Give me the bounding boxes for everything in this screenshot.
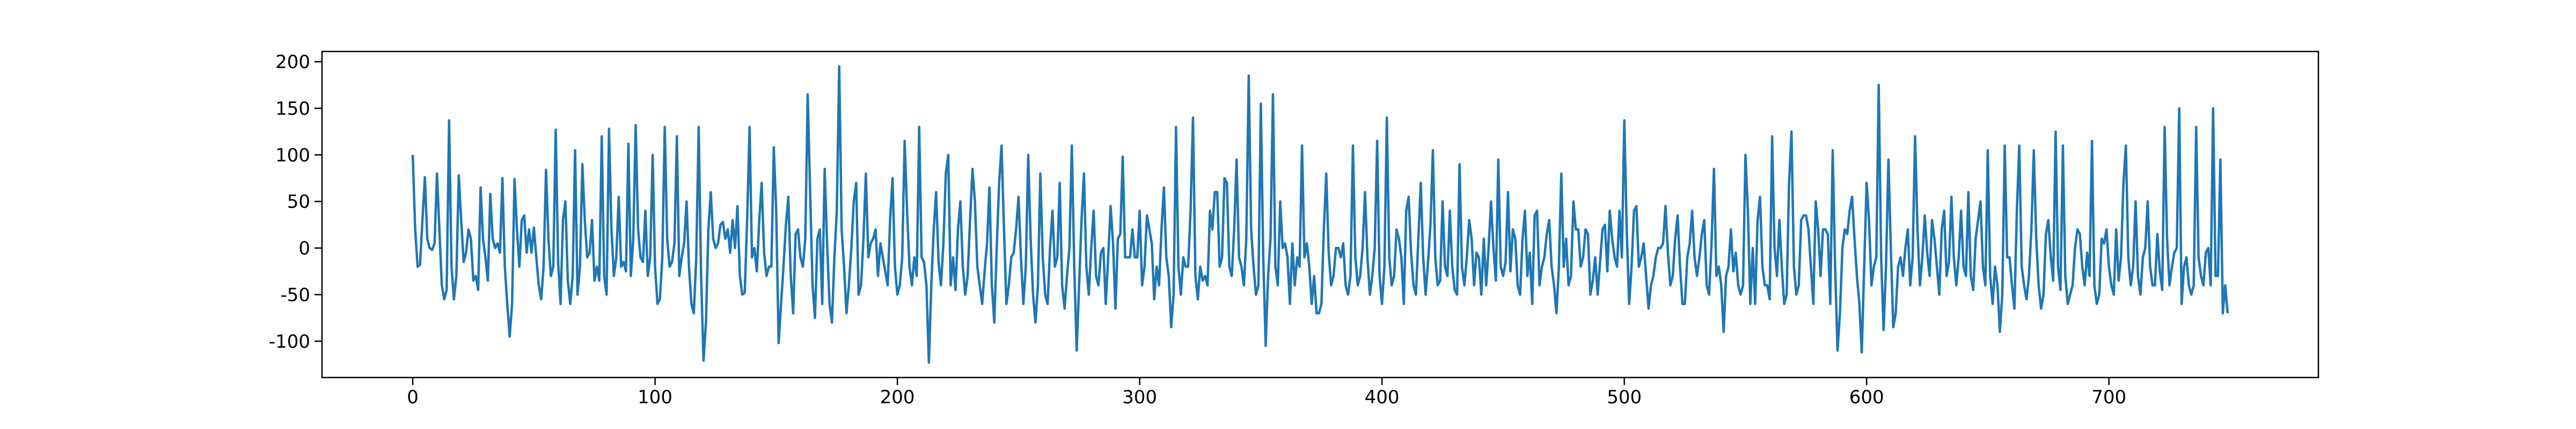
x-tick-label: 200 [880,387,915,408]
x-tick-label: 500 [1607,387,1642,408]
plot-frame [321,50,2319,379]
x-tick-label: 300 [1122,387,1157,408]
x-tick-label: 100 [638,387,672,408]
y-tick-label: -100 [269,331,310,352]
x-tick-label: 400 [1365,387,1400,408]
y-tick-label: 150 [275,98,310,120]
y-tick-label: 100 [275,145,310,166]
x-tick-label: 0 [407,387,419,408]
y-tick-label: 0 [298,238,310,260]
data-line [411,65,2229,364]
x-tick-label: 700 [2091,387,2126,408]
y-tick-label: 50 [287,191,310,213]
y-tick-label: -50 [280,284,310,306]
x-tick-label: 600 [1849,387,1884,408]
y-tick-label: 200 [275,51,310,73]
